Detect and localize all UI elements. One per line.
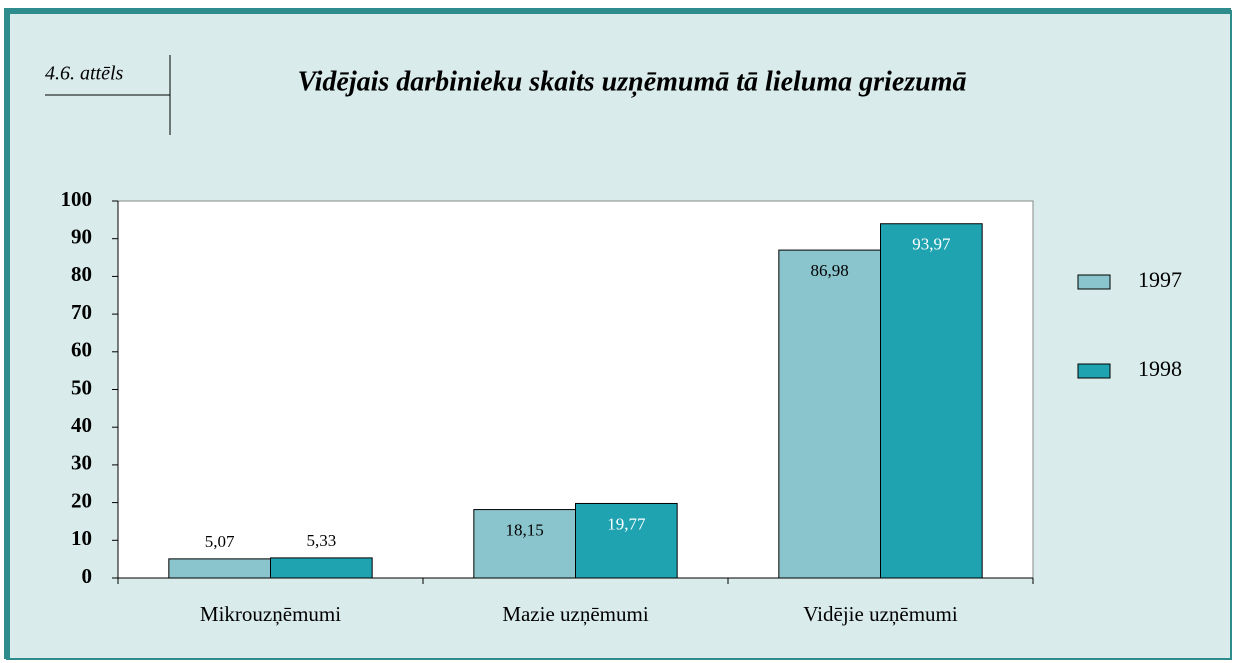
y-tick-label: 50 [71, 375, 92, 399]
value-label: 18,15 [506, 520, 544, 539]
y-tick-label: 100 [61, 187, 93, 211]
value-label: 86,98 [811, 261, 849, 280]
frame-left [4, 8, 10, 659]
y-tick-label: 40 [71, 413, 92, 437]
legend-label: 1998 [1138, 356, 1182, 381]
legend-swatch [1077, 363, 1111, 379]
y-tick-label: 0 [82, 564, 93, 588]
x-tick-label: Vidējie uzņēmumi [803, 602, 958, 626]
y-tick-label: 80 [71, 262, 92, 286]
bar [778, 249, 881, 579]
bar [880, 223, 983, 579]
legend-swatch [1077, 274, 1111, 290]
x-tick-label: Mazie uzņēmumi [502, 602, 649, 626]
value-label: 19,77 [607, 514, 646, 533]
value-label: 5,33 [306, 531, 336, 550]
bar [270, 557, 373, 579]
figure-label: 4.6. attēls [45, 63, 124, 85]
y-tick-label: 90 [71, 225, 92, 249]
frame-top [4, 8, 1231, 14]
y-tick-label: 30 [71, 451, 92, 475]
y-tick-label: 60 [71, 338, 92, 362]
y-tick-label: 70 [71, 300, 92, 324]
y-tick-label: 20 [71, 488, 92, 512]
x-tick-label: Mikrouzņēmumi [200, 602, 341, 626]
bar [168, 558, 271, 579]
value-label: 5,07 [205, 532, 235, 551]
chart-title: Vidējais darbinieku skaits uzņēmumā tā l… [297, 66, 966, 98]
legend-label: 1997 [1138, 267, 1182, 292]
bar [575, 502, 678, 579]
y-tick-label: 10 [71, 526, 92, 550]
value-label: 93,97 [912, 235, 951, 254]
bar [473, 509, 577, 579]
